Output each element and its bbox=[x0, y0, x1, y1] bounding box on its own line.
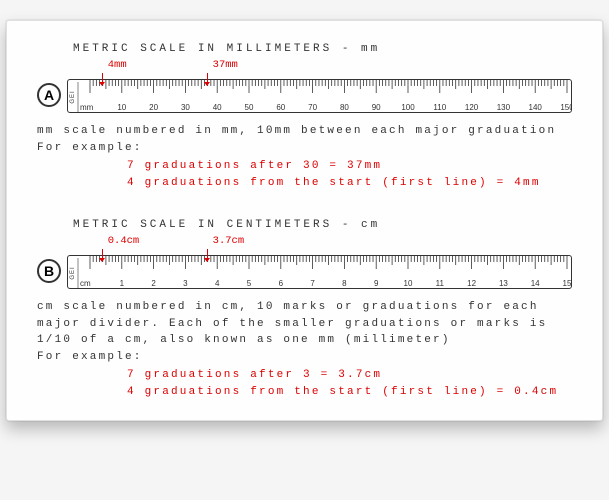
section-heading: METRIC SCALE IN MILLIMETERS - mm bbox=[73, 43, 572, 55]
svg-text:4: 4 bbox=[215, 279, 220, 288]
svg-text:60: 60 bbox=[276, 103, 285, 112]
svg-text:mm: mm bbox=[80, 103, 94, 112]
callout: 37mm bbox=[207, 61, 232, 73]
svg-text:40: 40 bbox=[213, 103, 222, 112]
svg-text:120: 120 bbox=[465, 103, 479, 112]
svg-text:12: 12 bbox=[467, 279, 476, 288]
svg-text:8: 8 bbox=[342, 279, 347, 288]
callout: 4mm bbox=[102, 61, 121, 73]
svg-text:10: 10 bbox=[404, 279, 413, 288]
callout: 3.7cm bbox=[207, 237, 239, 249]
svg-text:14: 14 bbox=[531, 279, 540, 288]
ruler-wrap: 4mm 37mm GEI mm 10 20 30 40 50 60 70 80 90 100 110 120 1… bbox=[67, 61, 572, 113]
section-example: 7 graduations after 3 = 3.7cm4 graduatio… bbox=[127, 367, 572, 400]
svg-text:1: 1 bbox=[120, 279, 125, 288]
svg-text:90: 90 bbox=[372, 103, 381, 112]
section-description: mm scale numbered in mm, 10mm between ea… bbox=[37, 123, 572, 156]
callout-label: 4mm bbox=[108, 59, 127, 71]
callout-label: 37mm bbox=[213, 59, 238, 71]
svg-text:20: 20 bbox=[149, 103, 158, 112]
svg-text:5: 5 bbox=[247, 279, 252, 288]
svg-text:30: 30 bbox=[181, 103, 190, 112]
ruler: GEI mm 10 20 30 40 50 60 70 80 90 100 110 120 130 140 15… bbox=[67, 79, 572, 113]
svg-text:2: 2 bbox=[151, 279, 156, 288]
callout-label: 3.7cm bbox=[213, 235, 245, 247]
svg-text:50: 50 bbox=[245, 103, 254, 112]
svg-text:70: 70 bbox=[308, 103, 317, 112]
section-heading: METRIC SCALE IN CENTIMETERS - cm bbox=[73, 219, 572, 231]
callout-arrow-icon bbox=[207, 249, 209, 261]
svg-text:100: 100 bbox=[401, 103, 415, 112]
svg-text:7: 7 bbox=[310, 279, 315, 288]
section-example: 7 graduations after 30 = 37mm4 graduatio… bbox=[127, 158, 572, 191]
ruler-wrap: 0.4cm3.7cmGEIcm123456789101112131415 bbox=[67, 237, 572, 289]
svg-text:15: 15 bbox=[563, 279, 572, 288]
section-letter-badge: A bbox=[37, 83, 61, 107]
callout: 0.4cm bbox=[102, 237, 134, 249]
svg-text:11: 11 bbox=[436, 279, 445, 288]
svg-text:110: 110 bbox=[433, 103, 446, 112]
svg-text:10: 10 bbox=[117, 103, 126, 112]
svg-text:GEI: GEI bbox=[70, 266, 76, 279]
svg-text:80: 80 bbox=[340, 103, 349, 112]
scale-section-b: METRIC SCALE IN CENTIMETERS - cm B 0.4cm 3.… bbox=[37, 219, 572, 400]
svg-text:6: 6 bbox=[279, 279, 284, 288]
callout-arrow-icon bbox=[102, 249, 104, 261]
svg-text:130: 130 bbox=[497, 103, 511, 112]
scale-section-a: METRIC SCALE IN MILLIMETERS - mm A 4mm 37mm… bbox=[37, 43, 572, 191]
svg-text:cm: cm bbox=[80, 279, 91, 288]
svg-text:9: 9 bbox=[374, 279, 379, 288]
svg-text:140: 140 bbox=[529, 103, 543, 112]
svg-text:13: 13 bbox=[499, 279, 508, 288]
diagram-card: METRIC SCALE IN MILLIMETERS - mmA4mm37mm… bbox=[6, 20, 603, 421]
svg-text:3: 3 bbox=[183, 279, 188, 288]
svg-text:150: 150 bbox=[560, 103, 572, 112]
section-letter-badge: B bbox=[37, 259, 61, 283]
callout-arrow-icon bbox=[102, 73, 104, 85]
svg-text:GEI: GEI bbox=[70, 90, 76, 103]
ruler: GEIcm123456789101112131415 bbox=[67, 255, 572, 289]
callout-label: 0.4cm bbox=[108, 235, 140, 247]
section-description: cm scale numbered in cm, 10 marks or gra… bbox=[37, 299, 572, 365]
callout-arrow-icon bbox=[207, 73, 209, 85]
